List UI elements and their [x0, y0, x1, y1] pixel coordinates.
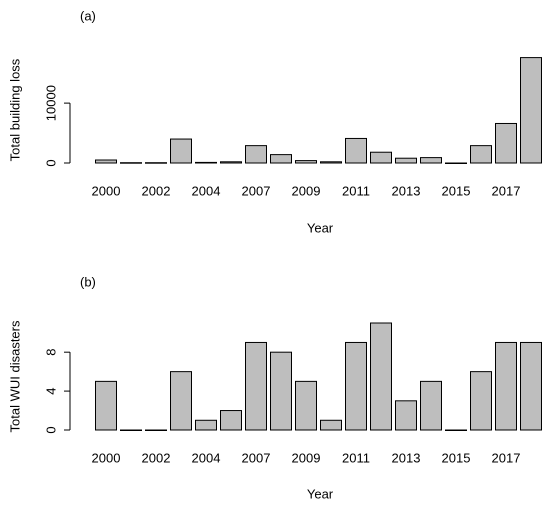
bar [495, 341, 517, 431]
y-tick-label: 0 [43, 159, 58, 166]
x-axis-title: Year [307, 486, 334, 501]
x-tick-label: 2013 [392, 183, 421, 198]
bar [370, 151, 392, 164]
bar [270, 154, 292, 164]
bar [295, 160, 317, 164]
bar [170, 138, 192, 164]
bar [120, 429, 142, 431]
bar [445, 162, 467, 164]
bar [145, 429, 167, 431]
bar [320, 161, 342, 164]
bar [520, 341, 542, 431]
bar [220, 410, 242, 431]
bar [170, 371, 192, 431]
bar [95, 380, 117, 431]
y-tick-label: 10000 [43, 85, 58, 121]
bar [220, 161, 242, 164]
x-tick-label: 2000 [92, 183, 121, 198]
x-tick-label: 2007 [242, 183, 271, 198]
x-tick-label: 2007 [242, 450, 271, 465]
bar [195, 161, 217, 164]
bar [470, 371, 492, 431]
bar [245, 145, 267, 164]
y-tick-label: 8 [43, 349, 58, 356]
x-tick-label: 2017 [492, 450, 521, 465]
bar [445, 429, 467, 431]
bar [120, 162, 142, 164]
bar [145, 162, 167, 164]
x-tick-label: 2013 [392, 450, 421, 465]
bar [195, 419, 217, 431]
x-tick-label: 2009 [292, 450, 321, 465]
x-tick-label: 2011 [342, 450, 370, 465]
x-tick-label: 2002 [142, 183, 171, 198]
x-tick-label: 2000 [92, 450, 121, 465]
y-tick-label: 4 [43, 387, 58, 394]
y-tick-label: 0 [43, 426, 58, 433]
x-tick-label: 2009 [292, 183, 321, 198]
x-tick-label: 2015 [442, 183, 471, 198]
panel-title: (a) [80, 8, 96, 23]
bar [520, 57, 542, 164]
bar [270, 351, 292, 431]
x-axis-title: Year [307, 220, 334, 235]
bar [320, 419, 342, 431]
x-tick-label: 2004 [192, 450, 221, 465]
bar [495, 122, 517, 164]
bar [420, 157, 442, 164]
bar [395, 400, 417, 431]
y-axis-title: Total building loss [7, 58, 22, 161]
y-axis-title: Total WUI disasters [7, 320, 22, 432]
bar [345, 137, 367, 164]
x-tick-label: 2004 [192, 183, 221, 198]
bar [370, 322, 392, 431]
x-tick-label: 2015 [442, 450, 471, 465]
bar [295, 380, 317, 431]
bar [345, 341, 367, 431]
x-tick-label: 2017 [492, 183, 521, 198]
bar [470, 145, 492, 164]
bar [420, 380, 442, 431]
bar [95, 159, 117, 164]
x-tick-label: 2002 [142, 450, 171, 465]
panel-title: (b) [80, 274, 96, 289]
bar [395, 157, 417, 164]
x-tick-label: 2011 [342, 183, 370, 198]
bar [245, 341, 267, 431]
